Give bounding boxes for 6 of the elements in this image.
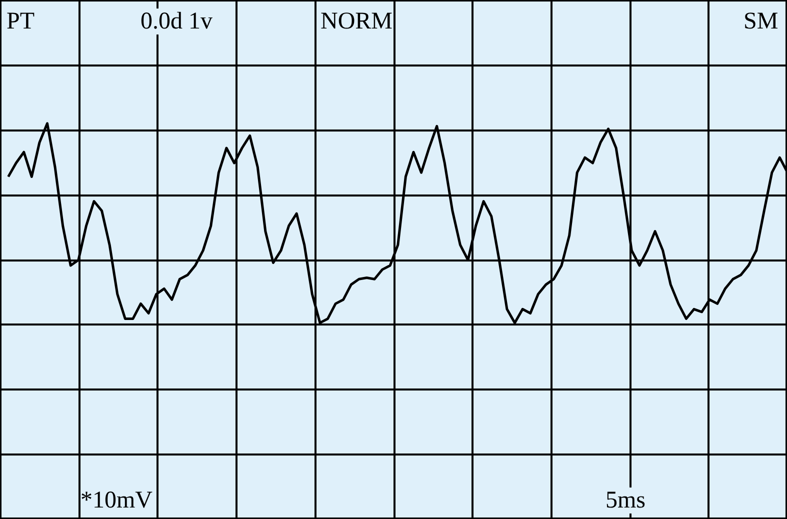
text: *10mV bbox=[80, 488, 154, 514]
text: NORM bbox=[320, 8, 393, 34]
text: PT bbox=[6, 8, 35, 34]
text: 5ms bbox=[606, 488, 646, 514]
text: SM bbox=[744, 8, 778, 34]
text: 0.0d 1v bbox=[140, 8, 212, 34]
